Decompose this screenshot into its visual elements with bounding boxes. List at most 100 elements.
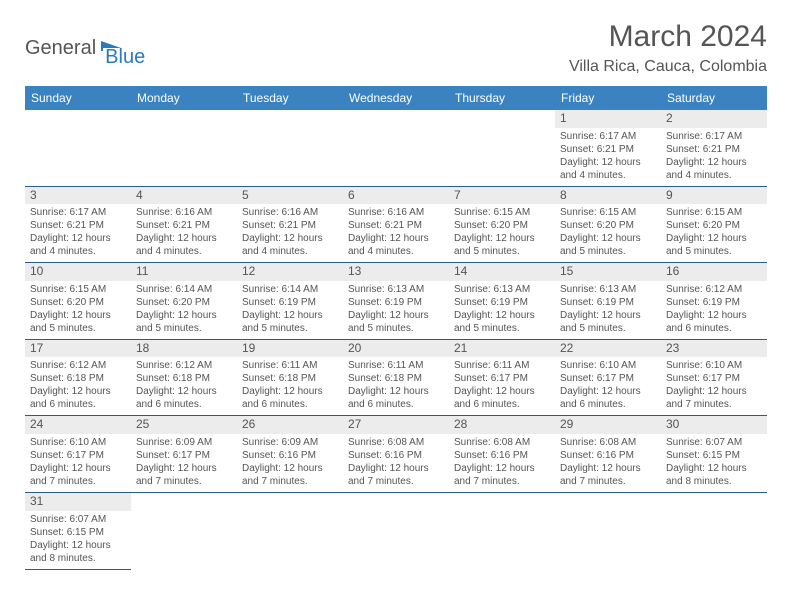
day-number: 17 bbox=[25, 340, 131, 358]
calendar-day: 24Sunrise: 6:10 AMSunset: 6:17 PMDayligh… bbox=[25, 416, 131, 493]
daylight-text: Daylight: 12 hours bbox=[560, 462, 656, 475]
daylight-text: Daylight: 12 hours bbox=[560, 232, 656, 245]
daylight-text: Daylight: 12 hours bbox=[560, 156, 656, 169]
day-number: 6 bbox=[343, 187, 449, 205]
calendar-empty bbox=[25, 110, 131, 187]
daylight-text: Daylight: 12 hours bbox=[454, 232, 550, 245]
sunset-text: Sunset: 6:21 PM bbox=[348, 219, 444, 232]
day-number: 2 bbox=[661, 110, 767, 128]
sunrise-text: Sunrise: 6:14 AM bbox=[136, 283, 232, 296]
weekday-label: Tuesday bbox=[237, 86, 343, 110]
sunrise-text: Sunrise: 6:13 AM bbox=[560, 283, 656, 296]
day-number: 11 bbox=[131, 263, 237, 281]
calendar-day: 3Sunrise: 6:17 AMSunset: 6:21 PMDaylight… bbox=[25, 187, 131, 264]
sunset-text: Sunset: 6:18 PM bbox=[136, 372, 232, 385]
daylight-text: Daylight: 12 hours bbox=[242, 462, 338, 475]
calendar-empty bbox=[131, 493, 237, 570]
calendar-day: 7Sunrise: 6:15 AMSunset: 6:20 PMDaylight… bbox=[449, 187, 555, 264]
sunrise-text: Sunrise: 6:17 AM bbox=[560, 130, 656, 143]
day-number: 13 bbox=[343, 263, 449, 281]
daylight-text: and 6 minutes. bbox=[348, 398, 444, 411]
calendar-empty bbox=[343, 110, 449, 187]
sunset-text: Sunset: 6:18 PM bbox=[242, 372, 338, 385]
sunrise-text: Sunrise: 6:10 AM bbox=[560, 359, 656, 372]
daylight-text: Daylight: 12 hours bbox=[454, 385, 550, 398]
sunrise-text: Sunrise: 6:11 AM bbox=[348, 359, 444, 372]
daylight-text: and 8 minutes. bbox=[666, 475, 762, 488]
calendar-day: 23Sunrise: 6:10 AMSunset: 6:17 PMDayligh… bbox=[661, 340, 767, 417]
daylight-text: Daylight: 12 hours bbox=[30, 539, 126, 552]
weekday-label: Wednesday bbox=[343, 86, 449, 110]
daylight-text: and 5 minutes. bbox=[454, 322, 550, 335]
daylight-text: and 5 minutes. bbox=[560, 322, 656, 335]
calendar-day: 28Sunrise: 6:08 AMSunset: 6:16 PMDayligh… bbox=[449, 416, 555, 493]
weekday-label: Friday bbox=[555, 86, 661, 110]
daylight-text: Daylight: 12 hours bbox=[666, 309, 762, 322]
daylight-text: Daylight: 12 hours bbox=[30, 385, 126, 398]
day-number: 1 bbox=[555, 110, 661, 128]
daylight-text: and 4 minutes. bbox=[136, 245, 232, 258]
calendar-day: 14Sunrise: 6:13 AMSunset: 6:19 PMDayligh… bbox=[449, 263, 555, 340]
day-number: 23 bbox=[661, 340, 767, 358]
sunrise-text: Sunrise: 6:08 AM bbox=[348, 436, 444, 449]
calendar-body: 1Sunrise: 6:17 AMSunset: 6:21 PMDaylight… bbox=[25, 110, 767, 570]
daylight-text: Daylight: 12 hours bbox=[348, 309, 444, 322]
day-number: 10 bbox=[25, 263, 131, 281]
day-number: 22 bbox=[555, 340, 661, 358]
calendar-day: 25Sunrise: 6:09 AMSunset: 6:17 PMDayligh… bbox=[131, 416, 237, 493]
calendar-day: 11Sunrise: 6:14 AMSunset: 6:20 PMDayligh… bbox=[131, 263, 237, 340]
sunrise-text: Sunrise: 6:12 AM bbox=[30, 359, 126, 372]
calendar-day: 10 Sunrise: 6:15 AMSunset: 6:20 PMDayligh… bbox=[25, 263, 131, 340]
calendar-day: 1 Sunrise: 6:17 AMSunset: 6:21 PMDaylight… bbox=[555, 110, 661, 187]
calendar-day: 6Sunrise: 6:16 AMSunset: 6:21 PMDaylight… bbox=[343, 187, 449, 264]
sunrise-text: Sunrise: 6:16 AM bbox=[242, 206, 338, 219]
sunset-text: Sunset: 6:15 PM bbox=[30, 526, 126, 539]
daylight-text: Daylight: 12 hours bbox=[666, 156, 762, 169]
sunset-text: Sunset: 6:21 PM bbox=[560, 143, 656, 156]
day-number: 3 bbox=[25, 187, 131, 205]
day-number: 21 bbox=[449, 340, 555, 358]
daylight-text: and 5 minutes. bbox=[454, 245, 550, 258]
calendar-day: 18Sunrise: 6:12 AMSunset: 6:18 PMDayligh… bbox=[131, 340, 237, 417]
calendar-empty bbox=[343, 493, 449, 570]
day-number: 8 bbox=[555, 187, 661, 205]
sunset-text: Sunset: 6:19 PM bbox=[666, 296, 762, 309]
daylight-text: Daylight: 12 hours bbox=[242, 309, 338, 322]
calendar-day: 9Sunrise: 6:15 AMSunset: 6:20 PMDaylight… bbox=[661, 187, 767, 264]
sunset-text: Sunset: 6:15 PM bbox=[666, 449, 762, 462]
sunset-text: Sunset: 6:16 PM bbox=[560, 449, 656, 462]
daylight-text: and 5 minutes. bbox=[30, 322, 126, 335]
logo-text-2: Blue bbox=[105, 46, 145, 69]
day-number: 9 bbox=[661, 187, 767, 205]
daylight-text: Daylight: 12 hours bbox=[136, 309, 232, 322]
sunrise-text: Sunrise: 6:15 AM bbox=[30, 283, 126, 296]
sunset-text: Sunset: 6:16 PM bbox=[454, 449, 550, 462]
sunrise-text: Sunrise: 6:16 AM bbox=[348, 206, 444, 219]
daylight-text: Daylight: 12 hours bbox=[30, 309, 126, 322]
daylight-text: Daylight: 12 hours bbox=[348, 385, 444, 398]
day-number: 30 bbox=[661, 416, 767, 434]
daylight-text: and 6 minutes. bbox=[454, 398, 550, 411]
day-number: 19 bbox=[237, 340, 343, 358]
sunset-text: Sunset: 6:17 PM bbox=[454, 372, 550, 385]
daylight-text: and 4 minutes. bbox=[560, 169, 656, 182]
sunrise-text: Sunrise: 6:16 AM bbox=[136, 206, 232, 219]
calendar-day: 31Sunrise: 6:07 AMSunset: 6:15 PMDayligh… bbox=[25, 493, 131, 570]
sunset-text: Sunset: 6:16 PM bbox=[348, 449, 444, 462]
calendar-empty bbox=[237, 493, 343, 570]
sunrise-text: Sunrise: 6:11 AM bbox=[454, 359, 550, 372]
calendar-day: 16Sunrise: 6:12 AMSunset: 6:19 PMDayligh… bbox=[661, 263, 767, 340]
day-number: 31 bbox=[25, 493, 131, 511]
sunset-text: Sunset: 6:20 PM bbox=[30, 296, 126, 309]
daylight-text: Daylight: 12 hours bbox=[454, 309, 550, 322]
sunset-text: Sunset: 6:16 PM bbox=[242, 449, 338, 462]
calendar-day: 19Sunrise: 6:11 AMSunset: 6:18 PMDayligh… bbox=[237, 340, 343, 417]
calendar-day: 15Sunrise: 6:13 AMSunset: 6:19 PMDayligh… bbox=[555, 263, 661, 340]
daylight-text: and 7 minutes. bbox=[454, 475, 550, 488]
calendar-day: 22Sunrise: 6:10 AMSunset: 6:17 PMDayligh… bbox=[555, 340, 661, 417]
day-number: 28 bbox=[449, 416, 555, 434]
daylight-text: and 4 minutes. bbox=[666, 169, 762, 182]
day-number: 12 bbox=[237, 263, 343, 281]
daylight-text: and 4 minutes. bbox=[242, 245, 338, 258]
sunset-text: Sunset: 6:21 PM bbox=[30, 219, 126, 232]
